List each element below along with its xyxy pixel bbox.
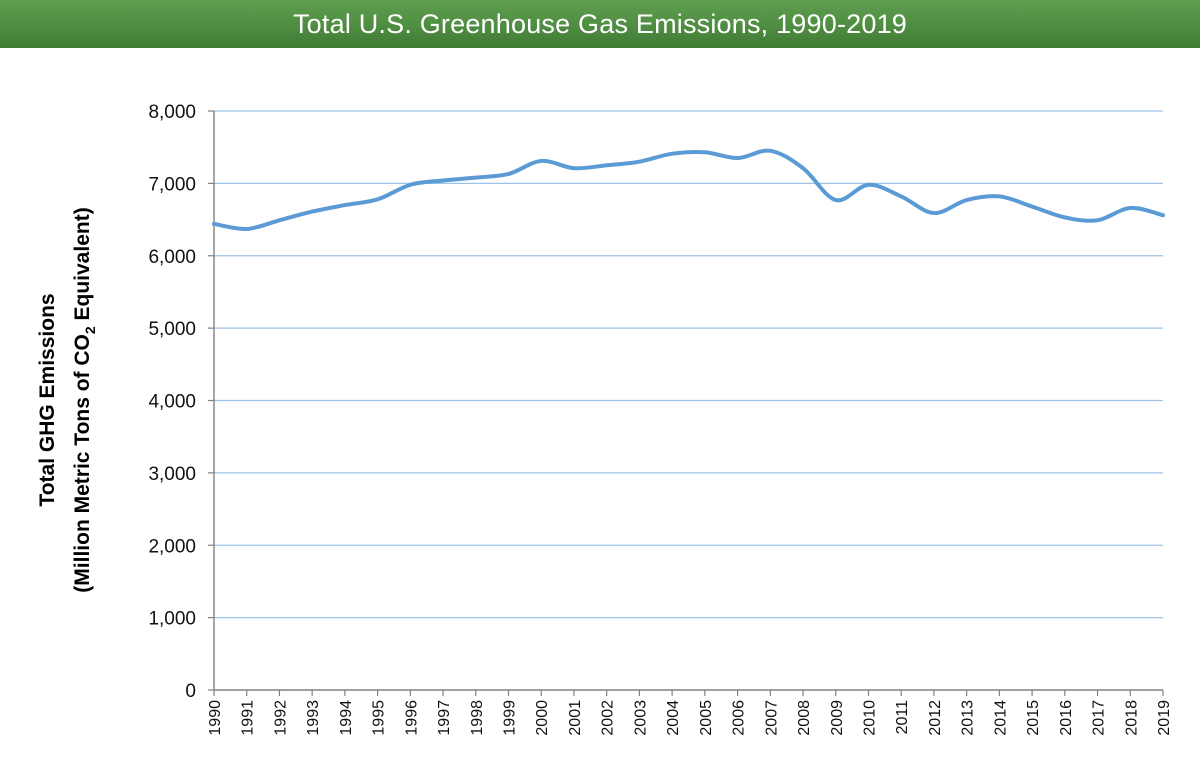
x-tick-label-2002: 2002 xyxy=(600,700,617,736)
data-point-1994 xyxy=(343,203,347,207)
x-tick-label-1996: 1996 xyxy=(403,700,420,736)
data-point-2019 xyxy=(1161,213,1165,217)
x-tick-label-2013: 2013 xyxy=(960,700,977,736)
y-axis-label-subscript: 2 xyxy=(82,326,98,334)
y-axis-label-line1: Total GHG Emissions xyxy=(36,293,59,506)
x-tick-label-1999: 1999 xyxy=(502,700,519,736)
x-tick-label-2016: 2016 xyxy=(1058,700,1075,736)
data-point-2007 xyxy=(768,149,772,153)
x-tick-label-2005: 2005 xyxy=(698,700,715,736)
data-point-1999 xyxy=(507,172,511,176)
y-tick-label-2000: 2,000 xyxy=(148,536,196,557)
data-point-1998 xyxy=(474,176,478,180)
data-point-2001 xyxy=(572,166,576,170)
x-tick-label-2019: 2019 xyxy=(1156,700,1173,736)
y-tick-label-3000: 3,000 xyxy=(148,464,196,485)
data-point-2017 xyxy=(1096,218,1100,222)
data-point-2004 xyxy=(670,152,674,156)
data-point-1990 xyxy=(212,222,216,226)
y-tick-label-4000: 4,000 xyxy=(148,392,196,413)
x-tick-label-2004: 2004 xyxy=(665,700,682,736)
data-point-2015 xyxy=(1030,205,1034,209)
x-tick-label-2000: 2000 xyxy=(534,700,551,736)
data-point-1997 xyxy=(441,178,445,182)
y-tick-label-8000: 8,000 xyxy=(148,102,196,123)
data-point-2018 xyxy=(1128,206,1132,210)
data-point-2012 xyxy=(932,211,936,215)
x-tick-label-2009: 2009 xyxy=(829,700,846,736)
y-tick-label-0: 0 xyxy=(185,681,196,702)
data-point-2006 xyxy=(736,156,740,160)
y-tick-labels: 0 1,000 2,000 3,000 4,000 5,000 6,000 7,000 8,00… xyxy=(148,102,196,702)
data-point-2010 xyxy=(866,183,870,187)
series-line-0 xyxy=(212,148,1165,231)
data-point-2009 xyxy=(834,198,838,202)
data-point-2011 xyxy=(899,194,903,198)
data-point-2000 xyxy=(539,159,543,163)
x-tick-label-2001: 2001 xyxy=(567,700,584,736)
data-point-1993 xyxy=(310,210,314,214)
axes xyxy=(208,110,1164,696)
data-point-1996 xyxy=(408,183,412,187)
y-axis-label: Total GHG Emissions (Million Metric Tons… xyxy=(36,207,98,592)
y-tick-label-1000: 1,000 xyxy=(148,609,196,630)
data-point-2014 xyxy=(997,194,1001,198)
x-tick-label-2014: 2014 xyxy=(992,700,1009,736)
x-tick-label-1990: 1990 xyxy=(207,700,224,736)
data-point-1991 xyxy=(245,227,249,231)
x-tick-label-1992: 1992 xyxy=(272,700,289,736)
x-tick-label-1997: 1997 xyxy=(436,700,453,736)
x-tick-label-2003: 2003 xyxy=(632,700,649,736)
data-point-2016 xyxy=(1063,215,1067,219)
x-tick-label-2015: 2015 xyxy=(1025,700,1042,736)
gridlines xyxy=(214,110,1163,619)
x-tick-label-2010: 2010 xyxy=(861,700,878,736)
data-point-2005 xyxy=(703,150,707,154)
x-tick-label-2008: 2008 xyxy=(796,700,813,736)
y-axis-label-line2-post: Equivalent) xyxy=(71,207,94,326)
x-tick-label-2012: 2012 xyxy=(927,700,944,736)
x-tick-label-2011: 2011 xyxy=(894,700,911,735)
y-tick-label-5000: 5,000 xyxy=(148,319,196,340)
x-tick-label-2017: 2017 xyxy=(1091,700,1108,736)
data-point-2003 xyxy=(637,160,641,164)
series-group xyxy=(212,148,1165,231)
x-tick-label-2007: 2007 xyxy=(763,700,780,736)
data-point-1992 xyxy=(277,218,281,222)
x-tick-label-2018: 2018 xyxy=(1123,700,1140,736)
data-point-1995 xyxy=(376,197,380,201)
y-axis-label-line2-pre: (Million Metric Tons of CO xyxy=(71,334,94,593)
data-point-2002 xyxy=(605,163,609,167)
x-tick-label-1998: 1998 xyxy=(469,700,486,736)
y-axis-label-line2: (Million Metric Tons of CO2 Equivalent) xyxy=(71,207,98,592)
x-tick-label-2006: 2006 xyxy=(731,700,748,736)
chart-title: Total U.S. Greenhouse Gas Emissions, 199… xyxy=(0,0,1200,48)
y-tick-label-7000: 7,000 xyxy=(148,174,196,195)
x-tick-labels: 1990 1991 1992 1993 1994 1995 1996 1997 1998 1999… xyxy=(207,700,1173,736)
x-tick-label-1991: 1991 xyxy=(240,700,257,736)
x-tick-label-1993: 1993 xyxy=(305,700,322,736)
data-point-2013 xyxy=(965,198,969,202)
x-tick-label-1995: 1995 xyxy=(371,700,388,736)
y-tick-label-6000: 6,000 xyxy=(148,247,196,268)
x-tick-label-1994: 1994 xyxy=(338,700,355,736)
data-point-2008 xyxy=(801,166,805,170)
